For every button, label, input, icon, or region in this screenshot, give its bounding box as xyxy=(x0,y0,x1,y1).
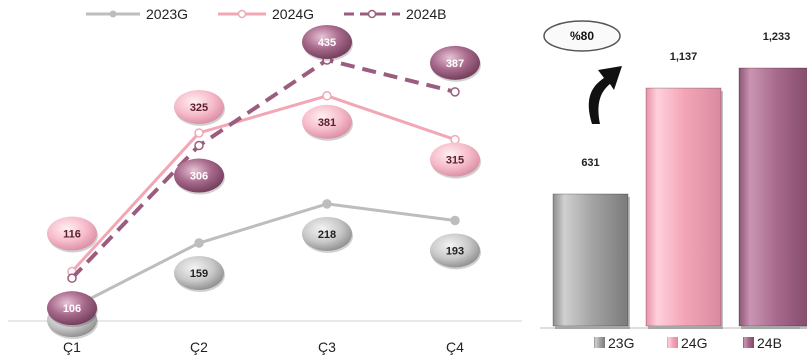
data-label-bubble: 381 xyxy=(302,104,353,141)
legend-swatch-24B xyxy=(743,337,754,348)
series-line-2023G xyxy=(71,202,456,310)
data-label-bubble: 315 xyxy=(430,142,481,179)
data-label: 106 xyxy=(63,303,81,315)
data-point xyxy=(450,87,460,97)
series-line-2024G xyxy=(70,94,456,273)
data-point xyxy=(322,91,332,101)
data-label-bubble: 387 xyxy=(430,45,481,82)
data-label: 306 xyxy=(190,171,208,183)
data-label: 387 xyxy=(446,58,464,70)
legend-swatch-23G xyxy=(594,337,605,348)
curved-up-arrow-icon xyxy=(588,66,622,124)
legend-label-24G: 24G xyxy=(681,335,707,351)
legend-item-2024B: 2024B xyxy=(344,6,446,22)
line-series-layer xyxy=(67,55,460,313)
bar-layer: 631 1,137 1,233 xyxy=(552,31,807,330)
growth-badge-label: %80 xyxy=(570,29,594,43)
bar-value-label: 1,137 xyxy=(670,51,698,63)
data-label-bubble: 193 xyxy=(430,233,481,270)
data-point xyxy=(67,273,77,283)
data-label: 116 xyxy=(63,229,81,241)
data-label: 159 xyxy=(190,268,208,280)
legend-item-2023G: 2023G xyxy=(86,6,188,22)
legend-swatch-24G xyxy=(667,337,678,348)
data-point xyxy=(194,128,204,138)
data-label-bubble: 218 xyxy=(302,216,353,253)
data-label-bubble: 116 xyxy=(47,216,98,253)
line-legend: 2023G 2024G 2024B xyxy=(86,6,446,22)
bar-23G xyxy=(552,193,629,327)
data-label-layer: 61159218193116325381315106306435387 xyxy=(47,25,481,339)
bar-value-label: 1,233 xyxy=(763,31,791,43)
data-label-bubble: 435 xyxy=(302,25,353,61)
data-label-bubble: 159 xyxy=(174,256,225,293)
growth-badge: %80 xyxy=(543,20,621,52)
legend-label-2024B: 2024B xyxy=(406,6,446,22)
legend-label-2023G: 2023G xyxy=(146,6,188,22)
bar-24G xyxy=(645,87,722,327)
legend-label-2024G: 2024G xyxy=(272,6,314,22)
data-label-bubble: 106 xyxy=(47,291,98,328)
data-label: 435 xyxy=(318,37,336,49)
legend-label-23G: 23G xyxy=(608,335,634,351)
data-label-bubble: 306 xyxy=(174,158,225,195)
legend-item-2024G: 2024G xyxy=(218,6,314,22)
legend-label-24B: 24B xyxy=(757,335,782,351)
x-tick-label: Ç2 xyxy=(190,339,208,355)
data-point xyxy=(450,134,460,145)
bar-legend: 23G 24G 24B xyxy=(594,335,782,351)
data-point xyxy=(194,238,204,248)
data-label: 381 xyxy=(318,117,336,129)
data-label-bubble: 325 xyxy=(174,89,225,126)
data-label: 315 xyxy=(446,155,464,167)
data-point xyxy=(450,215,460,226)
series-line-2024B xyxy=(70,58,456,280)
data-label: 193 xyxy=(446,245,464,257)
x-tick-label: Ç3 xyxy=(318,339,336,355)
data-point xyxy=(322,199,332,209)
data-label: 325 xyxy=(190,102,208,114)
x-tick-label: Ç1 xyxy=(63,339,81,355)
bar-24B xyxy=(738,67,807,327)
bar-value-label: 631 xyxy=(581,157,599,169)
x-tick-label: Ç4 xyxy=(446,339,464,355)
data-point xyxy=(194,140,204,151)
data-label: 218 xyxy=(318,229,336,241)
